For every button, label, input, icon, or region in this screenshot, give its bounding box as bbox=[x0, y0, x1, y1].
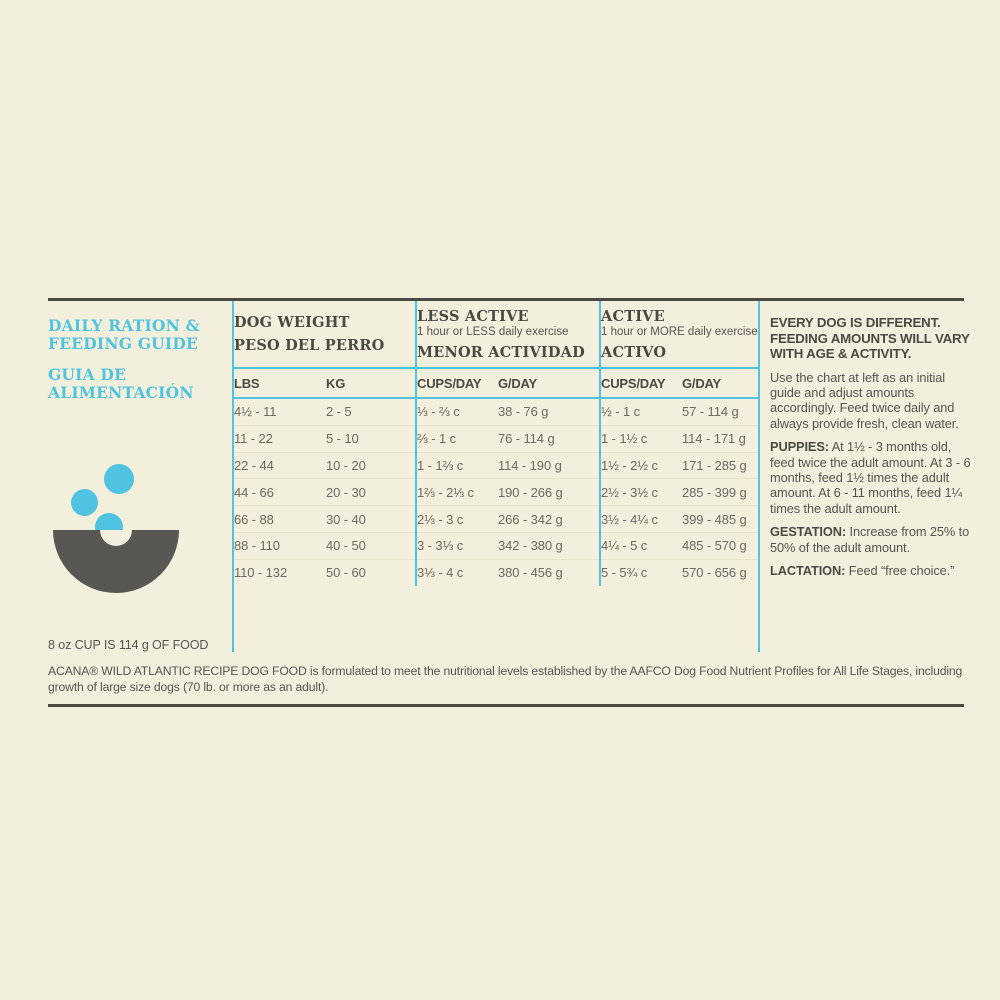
table-row: 88 - 110 40 - 50 3 - 3⅓ c 342 - 380 g 4¼… bbox=[234, 532, 759, 560]
guide-title-en: DAILY RATION & FEEDING GUIDE bbox=[48, 317, 232, 353]
guide-title-es: GUIA DE ALIMENTACIÓN bbox=[48, 366, 232, 402]
cell-active-cups: 2½ - 3½ c bbox=[599, 478, 683, 507]
aafco-footnote: ACANA® WILD ATLANTIC RECIPE DOG FOOD is … bbox=[48, 664, 963, 694]
unit-header-lbs: LBS bbox=[234, 367, 326, 399]
cell-active-cups: 5 - 5¾ c bbox=[599, 559, 683, 586]
cell-lbs: 44 - 66 bbox=[234, 478, 326, 507]
notes-intro: Use the chart at left as an initial guid… bbox=[770, 369, 959, 431]
table-row: 11 - 22 5 - 10 ⅔ - 1 c 76 - 114 g 1 - 1½… bbox=[234, 425, 759, 453]
cell-active-grams: 570 - 656 g bbox=[682, 565, 747, 581]
cell-kg: 20 - 30 bbox=[326, 478, 416, 507]
table-row: 44 - 66 20 - 30 1⅔ - 2⅓ c 190 - 266 g 2½… bbox=[234, 478, 759, 507]
cell-less-grams: 114 - 190 g bbox=[498, 452, 601, 480]
cell-lbs: 110 - 132 bbox=[234, 565, 288, 581]
cell-kg: 2 - 5 bbox=[326, 398, 416, 426]
notes-lactation-text: Feed “free choice.” bbox=[845, 562, 955, 578]
group-header-active: ACTIVE 1 hour or MORE daily exercise ACT… bbox=[599, 301, 759, 368]
cell-active-grams: 285 - 399 g bbox=[682, 478, 759, 507]
group-title-en: LESS ACTIVE bbox=[417, 307, 529, 325]
unit-header-active-cups: CUPS/DAY bbox=[599, 367, 683, 399]
cell-active-cups: 3½ - 4¼ c bbox=[599, 505, 683, 533]
cell-less-cups: 1 - 1⅔ c bbox=[415, 452, 498, 480]
unit-header-less-cups: CUPS/DAY bbox=[415, 367, 498, 399]
feeding-table-wrapper: DOG WEIGHT PESO DEL PERRO LESS ACTIVE 1 … bbox=[232, 301, 761, 652]
feeding-table: DOG WEIGHT PESO DEL PERRO LESS ACTIVE 1 … bbox=[234, 301, 759, 586]
group-subtitle: 1 hour or MORE daily exercise bbox=[601, 325, 758, 338]
notes-puppies-text: At 1½ - 3 months old, feed twice the adu… bbox=[770, 439, 971, 516]
group-header-less-active: LESS ACTIVE 1 hour or LESS daily exercis… bbox=[414, 301, 601, 368]
feeding-guide-panel: DAILY RATION & FEEDING GUIDE GUIA DE ALI… bbox=[48, 298, 971, 707]
table-group-header-row: DOG WEIGHT PESO DEL PERRO LESS ACTIVE 1 … bbox=[234, 301, 759, 368]
notes-puppies-label: PUPPIES: bbox=[770, 439, 829, 455]
top-divider bbox=[48, 298, 964, 301]
cell-lbs: 88 - 110 bbox=[234, 532, 326, 560]
cell-less-cups: 2⅓ - 3 c bbox=[415, 505, 498, 533]
cell-active-cups: 1 - 1½ c bbox=[599, 425, 683, 453]
group-title-es: MENOR ACTIVIDAD bbox=[417, 343, 585, 361]
cell-kg: 30 - 40 bbox=[326, 505, 416, 533]
cell-active-cups: ½ - 1 c bbox=[599, 398, 683, 426]
cell-kg: 5 - 10 bbox=[326, 425, 416, 453]
unit-header-kg: KG bbox=[326, 367, 416, 399]
notes-gestation: GESTATION: Increase from 25% to 50% of t… bbox=[770, 524, 978, 555]
cup-conversion-note: 8 oz CUP IS 114 g OF FOOD bbox=[48, 638, 209, 652]
guide-title-es-line2: ALIMENTACIÓN bbox=[48, 383, 194, 402]
table-row: 22 - 44 10 - 20 1 - 1⅔ c 114 - 190 g 1½ … bbox=[234, 452, 759, 480]
group-title-es: ACTIVO bbox=[601, 343, 667, 361]
cell-less-grams: 190 - 266 g bbox=[498, 478, 601, 507]
guide-body: DAILY RATION & FEEDING GUIDE GUIA DE ALI… bbox=[48, 301, 971, 653]
table-unit-header-row: LBS KG CUPS/DAY G/DAY CUPS/DAY G/DAY bbox=[234, 367, 759, 399]
notes-heading: EVERY DOG IS DIFFERENT. FEEDING AMOUNTS … bbox=[770, 315, 970, 361]
cell-active-grams: 114 - 171 g bbox=[682, 425, 759, 453]
brand-column: DAILY RATION & FEEDING GUIDE GUIA DE ALI… bbox=[48, 301, 232, 653]
kibble-icon bbox=[71, 489, 98, 516]
unit-header-less-grams: G/DAY bbox=[498, 367, 601, 399]
group-header-dog-weight: DOG WEIGHT PESO DEL PERRO bbox=[234, 301, 416, 368]
group-title-en: ACTIVE bbox=[601, 307, 665, 325]
notes-gestation-text: Increase from 25% to 50% of the adult am… bbox=[770, 524, 970, 555]
cell-kg: 40 - 50 bbox=[326, 532, 416, 560]
cell-less-grams: 76 - 114 g bbox=[498, 425, 601, 453]
bowl-notch bbox=[100, 530, 132, 546]
notes-gestation-label: GESTATION: bbox=[770, 524, 847, 540]
guide-title-en-line1: DAILY RATION & bbox=[48, 316, 200, 335]
cell-less-grams: 266 - 342 g bbox=[498, 505, 601, 533]
cell-active-grams: 399 - 485 g bbox=[682, 505, 759, 533]
table-row: 4½ - 11 2 - 5 ⅓ - ⅔ c 38 - 76 g ½ - 1 c … bbox=[234, 398, 759, 426]
notes-puppies: PUPPIES: At 1½ - 3 months old, feed twic… bbox=[770, 439, 978, 516]
cell-active-cups: 1½ - 2½ c bbox=[599, 452, 683, 480]
cell-lbs: 66 - 88 bbox=[234, 505, 326, 533]
cell-less-cups: ⅓ - ⅔ c bbox=[415, 398, 498, 426]
dog-bowl-icon bbox=[53, 456, 183, 593]
cell-lbs: 22 - 44 bbox=[234, 452, 326, 480]
cell-less-cups: 3 - 3⅓ c bbox=[415, 532, 498, 560]
table-row: 66 - 88 30 - 40 2⅓ - 3 c 266 - 342 g 3½ … bbox=[234, 505, 759, 533]
cell-kg: 50 - 60 bbox=[326, 565, 366, 581]
notes-column: EVERY DOG IS DIFFERENT. FEEDING AMOUNTS … bbox=[760, 301, 978, 652]
cell-less-grams: 342 - 380 g bbox=[498, 532, 601, 560]
notes-lactation: LACTATION: Feed “free choice.” bbox=[770, 563, 978, 578]
kibble-icon bbox=[104, 464, 134, 494]
cell-active-cups: 4¼ - 5 c bbox=[599, 532, 683, 560]
cell-less-grams: 38 - 76 g bbox=[498, 398, 601, 426]
table-row: 110 - 132 50 - 60 3⅓ - 4 c 380 - 456 g 5… bbox=[234, 559, 758, 586]
group-subtitle: 1 hour or LESS daily exercise bbox=[417, 325, 569, 338]
bottom-divider bbox=[48, 704, 964, 707]
cell-active-grams: 485 - 570 g bbox=[682, 532, 759, 560]
cell-lbs: 4½ - 11 bbox=[234, 398, 326, 426]
group-title-en: DOG WEIGHT bbox=[234, 314, 350, 331]
guide-title-en-line2: FEEDING GUIDE bbox=[48, 334, 198, 353]
notes-lactation-label: LACTATION: bbox=[770, 562, 846, 578]
cell-active-grams: 171 - 285 g bbox=[682, 452, 759, 480]
cell-less-cups: 3⅓ - 4 c bbox=[415, 559, 498, 586]
guide-title-es-line1: GUIA DE bbox=[48, 365, 127, 384]
cell-active-grams: 57 - 114 g bbox=[682, 398, 759, 426]
cell-less-cups: 1⅔ - 2⅓ c bbox=[415, 478, 498, 507]
unit-header-active-grams: G/DAY bbox=[682, 367, 759, 399]
cell-kg: 10 - 20 bbox=[326, 452, 416, 480]
cell-less-cups: ⅔ - 1 c bbox=[415, 425, 498, 453]
cell-lbs: 11 - 22 bbox=[234, 425, 326, 453]
cell-less-grams: 380 - 456 g bbox=[498, 565, 563, 581]
group-title-es: PESO DEL PERRO bbox=[234, 337, 385, 354]
